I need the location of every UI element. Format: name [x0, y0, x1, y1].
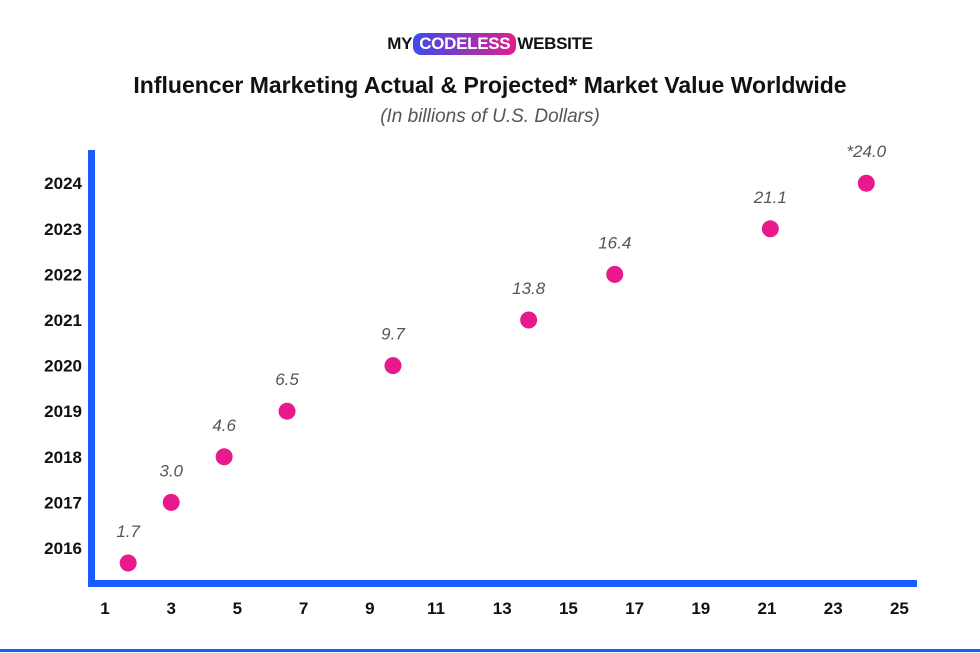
data-point [520, 311, 538, 329]
y-tick-label: 2023 [44, 220, 82, 239]
x-tick-label: 17 [625, 599, 644, 618]
data-point [119, 554, 137, 572]
x-tick-label: 23 [824, 599, 843, 618]
data-point [278, 402, 296, 420]
data-label: 16.4 [598, 233, 631, 252]
data-label: 21.1 [753, 188, 787, 207]
x-tick-label: 5 [233, 599, 242, 618]
y-axis-line [88, 150, 95, 587]
logo-text-left: MY [387, 34, 413, 53]
logo-text-right: WEBSITE [517, 34, 593, 53]
data-point [857, 174, 875, 192]
data-point [606, 265, 624, 283]
x-tick-label: 15 [559, 599, 578, 618]
y-tick-label: 2020 [44, 357, 82, 376]
x-tick-label: 3 [166, 599, 175, 618]
data-label: 3.0 [159, 461, 183, 480]
chart-title: Influencer Marketing Actual & Projected*… [133, 72, 847, 98]
data-label: 4.6 [212, 416, 236, 435]
y-tick-label: 2016 [44, 539, 82, 558]
y-tick-label: 2018 [44, 448, 82, 467]
x-tick-label: 9 [365, 599, 374, 618]
data-label: 1.7 [116, 522, 140, 541]
data-label: 6.5 [275, 370, 299, 389]
data-point [162, 493, 180, 511]
y-tick-label: 2021 [44, 311, 82, 330]
data-label: *24.0 [846, 142, 886, 161]
x-tick-label: 25 [890, 599, 909, 618]
bottom-divider [0, 649, 980, 652]
x-axis-line [88, 580, 917, 587]
x-tick-label: 1 [100, 599, 109, 618]
y-tick-label: 2024 [44, 174, 82, 193]
y-tick-label: 2017 [44, 493, 82, 512]
y-tick-label: 2019 [44, 402, 82, 421]
data-label: 13.8 [512, 279, 546, 298]
x-tick-label: 19 [691, 599, 710, 618]
data-point [215, 448, 233, 466]
logo-pill: CODELESS [413, 33, 517, 55]
x-tick-label: 11 [427, 599, 445, 618]
brand-logo: MY CODELESS WEBSITE [0, 33, 980, 55]
x-tick-label: 21 [758, 599, 777, 618]
data-label: 9.7 [381, 325, 405, 344]
y-tick-label: 2022 [44, 265, 82, 284]
x-tick-label: 7 [299, 599, 308, 618]
data-point [761, 220, 779, 238]
x-tick-label: 13 [493, 599, 512, 618]
chart-subtitle: (In billions of U.S. Dollars) [380, 106, 600, 127]
data-point [384, 357, 402, 375]
